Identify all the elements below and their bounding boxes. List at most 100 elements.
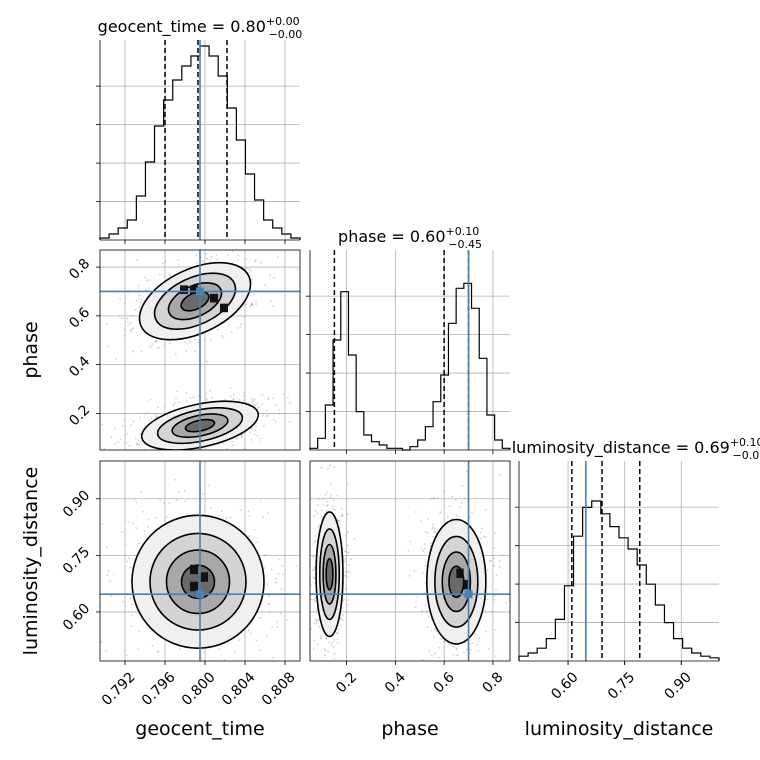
sample-point: [136, 454, 138, 456]
sample-point: [329, 496, 332, 499]
sample-point: [233, 393, 235, 396]
sample-point: [343, 560, 346, 563]
sample-point: [317, 504, 319, 507]
density-bin: [190, 581, 198, 592]
sample-point: [303, 499, 305, 501]
sample-point: [407, 549, 410, 552]
sample-point: [427, 532, 429, 534]
sample-point: [494, 629, 497, 631]
sample-point: [100, 641, 102, 643]
sample-point: [215, 254, 218, 257]
sample-point: [490, 610, 493, 613]
sample-point: [259, 437, 262, 440]
sample-point: [145, 289, 148, 291]
density-bin: [210, 293, 218, 303]
sample-point: [239, 509, 242, 512]
sample-point: [296, 268, 299, 271]
sample-point: [146, 400, 149, 403]
sample-point: [220, 510, 223, 513]
sample-point: [344, 570, 347, 573]
sample-point: [256, 434, 259, 437]
sample-point: [250, 427, 253, 430]
sample-point: [105, 546, 108, 548]
sample-point: [84, 629, 86, 631]
sample-point: [423, 543, 426, 545]
sample-point: [173, 402, 176, 405]
sample-point: [217, 328, 220, 331]
sample-point: [416, 596, 419, 599]
x-axis-label: luminosity_distance: [525, 718, 714, 740]
sample-point: [325, 637, 328, 640]
panel-title: luminosity_distance = 0.69+0.10−0.08: [512, 436, 760, 462]
sample-point: [230, 331, 233, 334]
sample-point: [254, 289, 257, 292]
sample-point: [253, 398, 256, 401]
sample-point: [433, 530, 435, 532]
sample-point: [140, 350, 143, 353]
sample-point: [147, 287, 150, 290]
sample-point: [179, 680, 181, 682]
density-bin: [463, 579, 471, 590]
sample-point: [346, 576, 349, 578]
sample-point: [106, 323, 108, 325]
sample-point: [477, 649, 480, 652]
sample-point: [469, 516, 471, 519]
contour-line: [434, 535, 479, 628]
sample-point: [478, 637, 480, 640]
sample-point: [255, 300, 257, 303]
sample-point: [344, 535, 347, 537]
sample-point: [447, 643, 450, 646]
sample-point: [248, 535, 251, 537]
sample-point: [415, 511, 417, 513]
sample-point: [333, 639, 335, 641]
sample-point: [222, 442, 225, 444]
sample-point: [140, 301, 142, 304]
sample-point: [330, 493, 333, 496]
sample-point: [264, 284, 266, 286]
x-tick-label: 0.796: [139, 669, 179, 709]
sample-point: [98, 536, 100, 538]
sample-point: [119, 298, 121, 300]
sample-point: [250, 304, 253, 307]
sample-point: [118, 315, 121, 318]
sample-point: [209, 338, 212, 341]
sample-point: [270, 300, 272, 302]
sample-point: [306, 605, 308, 607]
sample-point: [230, 395, 232, 398]
panel-hist-phase: phase = 0.60+0.10 −0.45: [306, 225, 511, 454]
title-upper-error: +0.10: [446, 225, 480, 238]
sample-point: [177, 451, 179, 453]
sample-point: [178, 263, 180, 266]
sample-point: [134, 457, 136, 459]
sample-point: [151, 343, 154, 346]
density-level: [326, 558, 333, 590]
sample-point: [267, 398, 270, 401]
sample-point: [272, 397, 274, 400]
sample-point: [153, 412, 156, 415]
sample-point: [450, 644, 452, 647]
sample-point: [271, 626, 273, 629]
sample-point: [317, 618, 320, 621]
histogram-step: [518, 500, 720, 661]
sample-point: [324, 649, 327, 652]
sample-point: [272, 418, 275, 421]
sample-point: [330, 643, 333, 646]
sample-point: [233, 651, 236, 654]
contour-line: [167, 282, 223, 321]
sample-point: [105, 650, 108, 652]
sample-point: [269, 274, 271, 277]
sample-point: [142, 510, 144, 513]
sample-point: [168, 502, 171, 505]
truth-marker: [196, 287, 204, 296]
sample-point: [489, 560, 492, 563]
sample-point: [286, 397, 289, 399]
sample-point: [249, 305, 252, 308]
sample-point: [332, 646, 335, 648]
sample-point: [480, 537, 482, 540]
sample-point: [248, 515, 251, 518]
sample-point: [261, 403, 263, 406]
sample-point: [495, 588, 497, 591]
sample-point: [163, 344, 166, 347]
sample-point: [206, 257, 209, 260]
sample-point: [320, 637, 323, 640]
